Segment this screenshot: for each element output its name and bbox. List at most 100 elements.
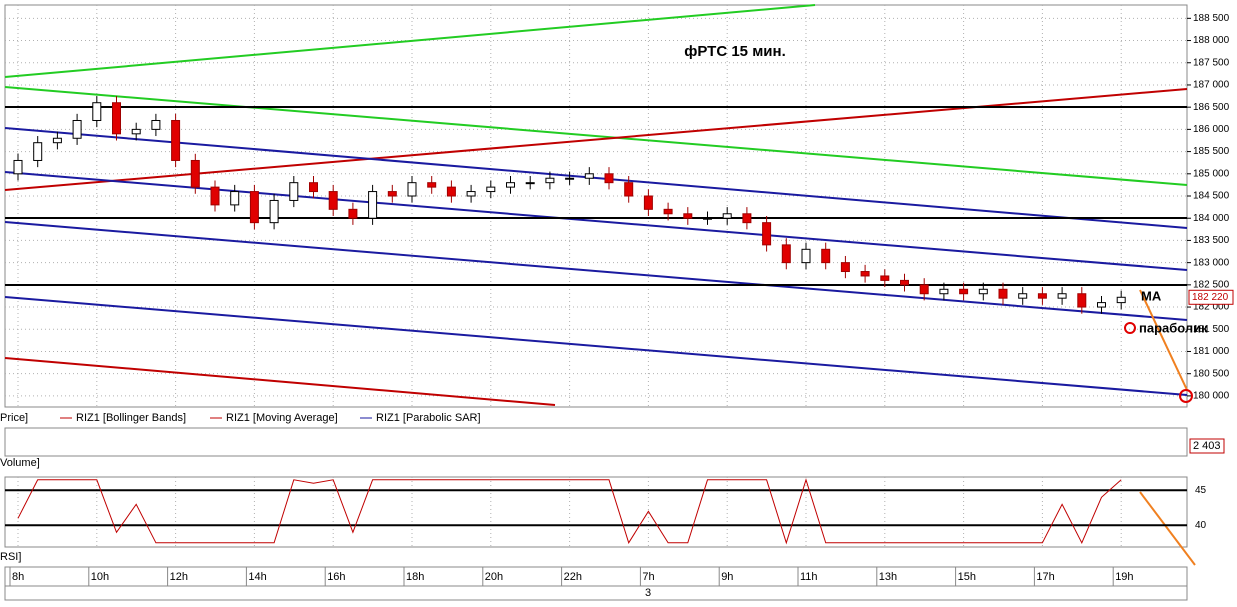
y-tick-label: 187 500 xyxy=(1193,57,1230,68)
x-tick-label: 11h xyxy=(800,571,818,583)
candle-body xyxy=(1018,293,1028,299)
y-tick-label: 181 000 xyxy=(1193,346,1230,357)
candle-body xyxy=(249,191,259,224)
candle-body xyxy=(446,186,456,197)
legend-label: RIZ1 [Moving Average] xyxy=(226,412,338,424)
trend-line xyxy=(4,296,1188,396)
drawings xyxy=(1124,289,1196,566)
candle-body xyxy=(919,284,929,295)
candle-body xyxy=(643,195,653,210)
candle-body xyxy=(92,102,102,121)
y-tick-label: 183 000 xyxy=(1193,257,1230,268)
candle-body xyxy=(466,191,476,197)
candle-body xyxy=(387,191,397,197)
y-tick-label: 186 000 xyxy=(1193,124,1230,135)
candle-body xyxy=(407,182,417,197)
y-tick-label: 184 000 xyxy=(1193,213,1230,224)
y-tick-label: 180 000 xyxy=(1193,391,1230,402)
candle-body xyxy=(427,182,437,188)
y-tick-label: 186 500 xyxy=(1193,102,1230,113)
marker-circle xyxy=(1124,322,1136,334)
x-tick-label: 19h xyxy=(1115,571,1133,583)
rsi-panel xyxy=(4,476,1188,548)
y-tick-label: 45 xyxy=(1195,485,1207,496)
candle-body xyxy=(821,248,831,264)
y-tick-label: 184 500 xyxy=(1193,191,1230,202)
candle-body xyxy=(328,191,338,210)
candle-body xyxy=(309,182,318,193)
chart-title: фРТС 15 мин. xyxy=(684,43,786,60)
x-tick-label: 14h xyxy=(248,571,266,583)
y-tick-label: 182 000 xyxy=(1193,302,1230,313)
y-tick-label: 180 500 xyxy=(1193,368,1230,379)
x-tick-label: 7h xyxy=(642,571,654,583)
legend-label: Price] xyxy=(0,412,28,424)
y-tick-label: 185 000 xyxy=(1193,168,1230,179)
annotation: параболик xyxy=(1139,320,1208,335)
candle-body xyxy=(1057,293,1067,299)
candle-body xyxy=(52,137,62,144)
price-panel xyxy=(4,4,1188,408)
y-tick-label: 185 500 xyxy=(1193,146,1230,157)
trend-line xyxy=(4,221,1188,321)
candle-body xyxy=(565,177,575,180)
y-tick-label: 188 500 xyxy=(1193,13,1230,24)
candle-body xyxy=(525,182,535,185)
volume-label: 2 403 xyxy=(1193,440,1221,452)
date-label: 3 xyxy=(645,587,651,599)
candle-body xyxy=(840,262,850,273)
candle-body xyxy=(131,128,141,135)
trend-line xyxy=(4,357,556,406)
candle-body xyxy=(1116,296,1126,304)
candle-body xyxy=(171,119,181,161)
candle-body xyxy=(939,288,949,295)
candle-body xyxy=(289,182,299,201)
candle-body xyxy=(900,279,909,286)
candle-body xyxy=(72,119,82,139)
candle-body xyxy=(959,288,969,295)
x-tick-label: 18h xyxy=(406,571,424,583)
trend-lines xyxy=(4,4,1188,406)
candle-body xyxy=(762,222,772,246)
candle-body xyxy=(880,275,890,281)
candle-body xyxy=(663,208,673,215)
x-tick-label: 9h xyxy=(721,571,733,583)
y-tick-label: 187 000 xyxy=(1193,80,1230,91)
candle-body xyxy=(781,244,791,264)
y-tick-label: 188 000 xyxy=(1193,35,1230,46)
x-tick-label: 20h xyxy=(485,571,503,583)
candle-body xyxy=(722,213,732,219)
candle-body xyxy=(624,182,634,197)
marker-circle xyxy=(1179,389,1193,403)
candle-body xyxy=(683,213,693,219)
candle-body xyxy=(998,288,1008,299)
candle-body xyxy=(545,177,555,184)
candle-body xyxy=(1077,293,1087,308)
candles xyxy=(13,96,1126,314)
x-tick-label: 13h xyxy=(879,571,897,583)
legend-label: RIZ1 [Bollinger Bands] xyxy=(76,412,186,424)
x-tick-label: 22h xyxy=(564,571,582,583)
x-tick-label: 10h xyxy=(91,571,109,583)
trend-line xyxy=(4,86,1188,186)
y-tick-label: 183 500 xyxy=(1193,235,1230,246)
rsi-line xyxy=(17,478,1122,545)
candle-body xyxy=(33,142,43,161)
y-tick-label: 182 500 xyxy=(1193,279,1230,290)
candle-body xyxy=(604,173,614,184)
candle-body xyxy=(742,213,752,224)
x-tick-label: 12h xyxy=(170,571,188,583)
x-tick-label: 15h xyxy=(958,571,976,583)
candle-body xyxy=(230,191,240,206)
candle-body xyxy=(801,248,811,264)
trend-line xyxy=(4,4,816,78)
candle-body xyxy=(506,182,515,188)
candle-body xyxy=(112,102,121,135)
x-tick-label: 16h xyxy=(327,571,345,583)
y-tick-label: 181 500 xyxy=(1193,324,1230,335)
arrow xyxy=(1139,491,1196,566)
last-price-box xyxy=(1188,289,1234,305)
